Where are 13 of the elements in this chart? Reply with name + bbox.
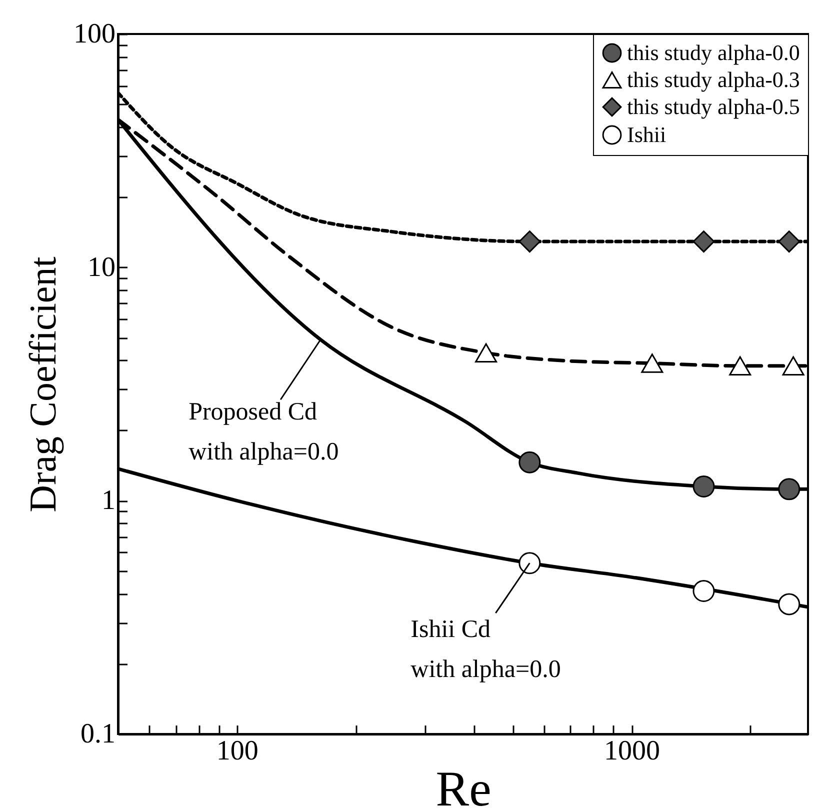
y-tick-label: 100 <box>74 18 116 50</box>
y-tick-label: 0.1 <box>80 718 116 750</box>
annotation: Proposed Cd with alpha=0.0 <box>188 398 339 466</box>
legend-label: Ishii <box>627 122 666 147</box>
y-axis-title: Drag Coefficient <box>22 256 64 512</box>
legend-label: this study alpha-0.3 <box>627 67 800 92</box>
x-tick-label: 1000 <box>604 736 660 766</box>
annotation: Ishii Cd with alpha=0.0 <box>410 616 561 684</box>
legend-label: this study alpha-0.0 <box>627 40 800 65</box>
y-tick-label: 10 <box>88 252 116 283</box>
x-axis-title: Re <box>436 760 492 809</box>
legend-label: this study alpha-0.5 <box>627 94 800 119</box>
y-tick-label: 1 <box>102 485 116 516</box>
